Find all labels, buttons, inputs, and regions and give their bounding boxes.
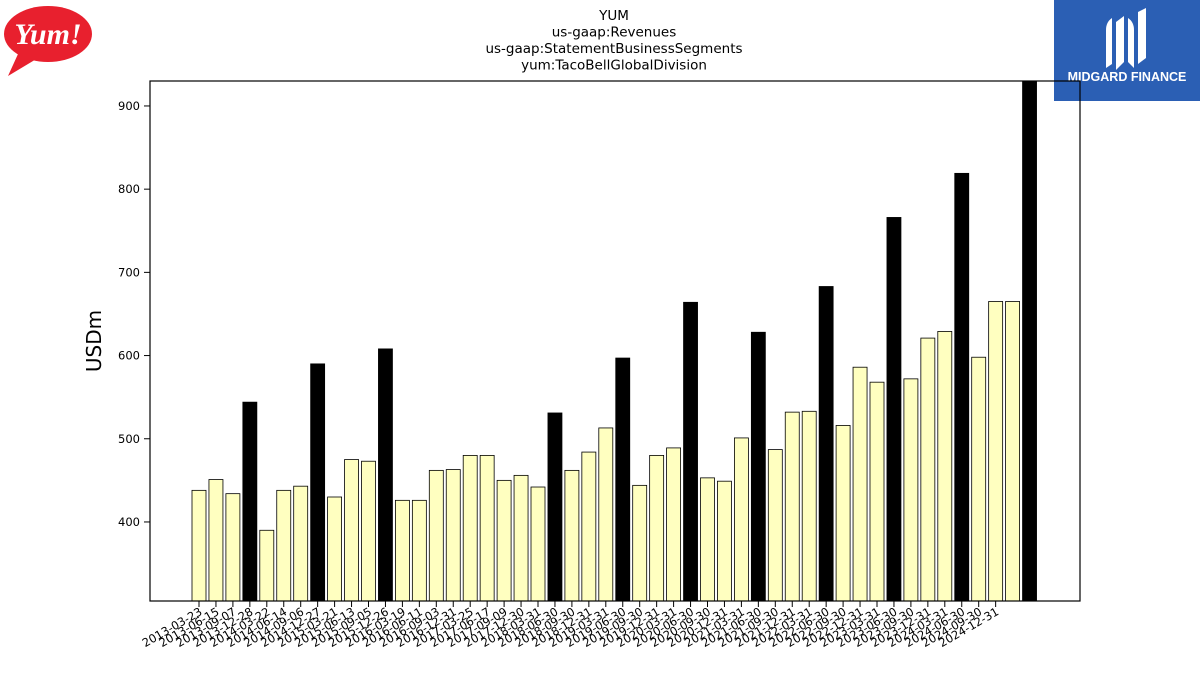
title-line: yum:TacoBellGlobalDivision [521, 58, 707, 74]
bar [767, 449, 783, 602]
bar [784, 411, 800, 602]
title-line: YUM [598, 8, 629, 24]
bar [530, 486, 546, 602]
bar [818, 286, 834, 602]
bar [750, 331, 766, 602]
bar [394, 499, 410, 602]
bar [547, 412, 563, 602]
bar [276, 489, 292, 602]
bar [954, 172, 970, 602]
bar [344, 459, 359, 602]
bar [920, 337, 936, 602]
bar [869, 381, 885, 602]
x-axis: 2013-03-232013-06-152013-09-072013-12-28… [140, 601, 1001, 650]
bars-group [191, 80, 1037, 602]
bar [327, 496, 343, 602]
bar [581, 451, 597, 602]
bar [903, 378, 919, 602]
bar [886, 217, 902, 602]
bar [242, 401, 258, 602]
bar [632, 484, 648, 602]
bar [683, 301, 698, 602]
bar [937, 331, 953, 602]
y-tick-label: 800 [118, 182, 140, 196]
title-line: us-gaap:Revenues [552, 25, 677, 41]
y-tick-label: 600 [118, 349, 140, 363]
y-tick-label: 900 [118, 99, 140, 113]
bar [361, 460, 376, 602]
y-axis: 400 500 600 700 800 900 [118, 99, 150, 529]
midgard-finance-logo: MIDGARD FINANCE [1054, 0, 1200, 101]
chart-title: YUMus-gaap:Revenuesus-gaap:StatementBusi… [485, 8, 742, 74]
svg-text:Yum!: Yum! [14, 18, 81, 51]
bar [411, 499, 427, 602]
bar [479, 454, 495, 602]
bar [445, 469, 461, 602]
bar [649, 454, 665, 602]
bar [598, 427, 614, 602]
bar [734, 437, 749, 602]
y-axis-label: USDm [82, 310, 106, 372]
bar [225, 493, 241, 602]
bar [428, 469, 444, 602]
bar [259, 529, 275, 602]
y-tick-label: 700 [118, 265, 140, 279]
bar [988, 301, 1004, 602]
bar [496, 479, 512, 602]
y-tick-label: 400 [118, 515, 140, 529]
bar [615, 357, 631, 602]
svg-text:MIDGARD FINANCE: MIDGARD FINANCE [1068, 70, 1187, 84]
bar [700, 477, 715, 602]
bar [310, 363, 326, 602]
bar [852, 366, 868, 602]
bar [293, 485, 309, 602]
bar [208, 479, 224, 602]
plot-frame [149, 80, 1081, 602]
bar [191, 489, 207, 602]
bar [1022, 80, 1037, 602]
title-line: us-gaap:StatementBusinessSegments [485, 41, 742, 57]
bar [1005, 301, 1020, 602]
bar [835, 425, 851, 602]
yum-logo: Yum! [4, 6, 92, 76]
bar [462, 454, 478, 602]
y-tick-label: 500 [118, 432, 140, 446]
bar [378, 348, 393, 602]
bar [717, 480, 732, 602]
bar [666, 447, 681, 602]
bar [971, 356, 987, 602]
bar [801, 410, 817, 602]
bar [564, 469, 580, 602]
bar [513, 474, 529, 602]
